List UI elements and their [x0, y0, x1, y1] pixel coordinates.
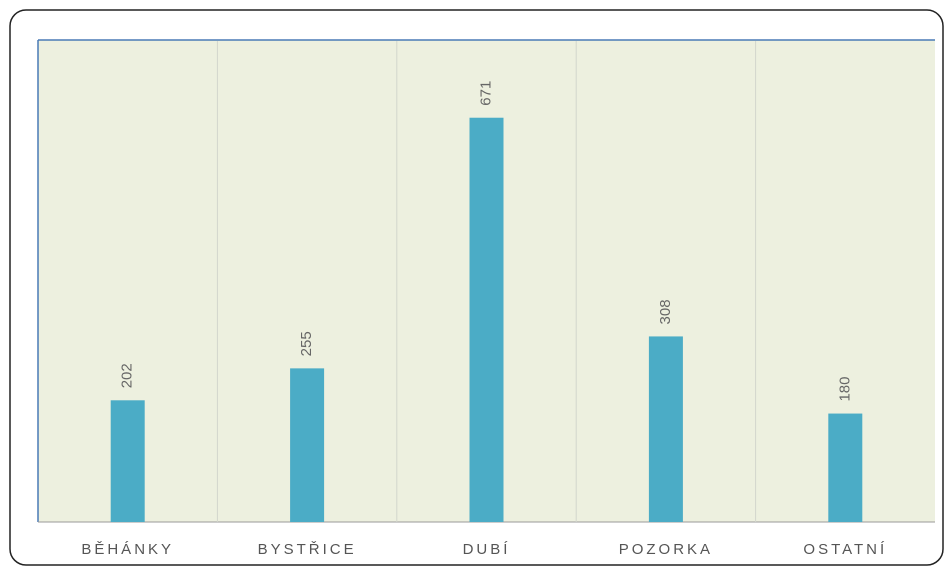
x-tick-label: OSTATNÍ	[803, 541, 887, 558]
bar	[469, 117, 504, 522]
bar	[110, 400, 145, 522]
x-tick-label: POZORKA	[619, 541, 713, 558]
bar	[648, 336, 683, 522]
value-label: 255	[298, 331, 315, 356]
x-tick-label: BĚHÁNKY	[81, 541, 174, 558]
value-label: 308	[657, 299, 674, 324]
value-label: 671	[477, 81, 494, 106]
value-label: 202	[119, 363, 136, 388]
x-tick-label: DUBÍ	[463, 541, 511, 558]
bar	[828, 413, 863, 522]
bar	[290, 368, 325, 522]
value-label: 180	[836, 377, 853, 402]
x-tick-label: BYSTŘICE	[258, 541, 357, 558]
